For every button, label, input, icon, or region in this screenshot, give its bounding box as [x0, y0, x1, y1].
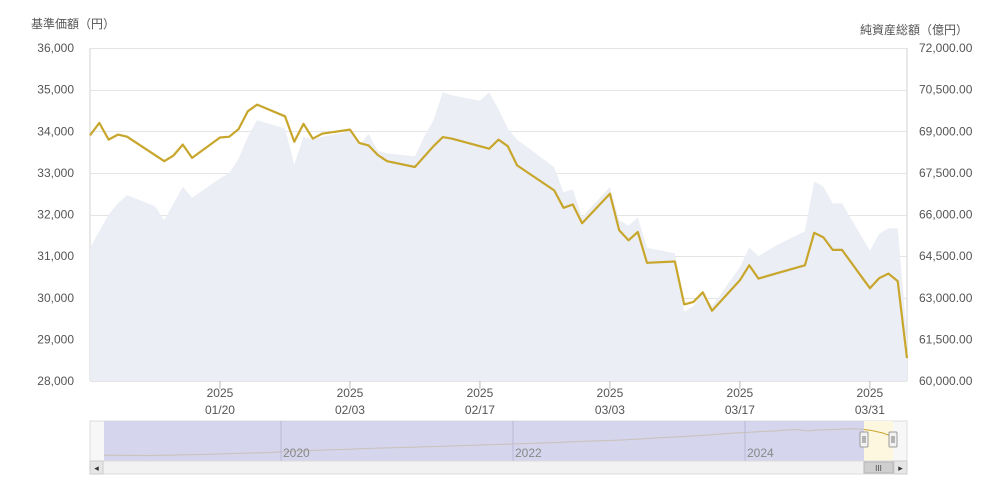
nav-price-series — [89, 103, 909, 359]
left-tick-label: 31,000 — [37, 249, 74, 263]
net-assets-area — [90, 92, 907, 382]
navigator-year-label: 2020 — [283, 446, 310, 460]
left-tick-label: 35,000 — [37, 83, 74, 97]
scrollbar-right-button[interactable] — [893, 460, 908, 475]
navigator-mask — [104, 421, 864, 461]
scrollbar-left-button[interactable] — [89, 460, 104, 475]
left-tick-label: 36,000 — [37, 41, 74, 55]
right-tick-label: 67,500.00 — [919, 166, 973, 180]
x-tick-year: 2025 — [337, 386, 364, 400]
x-tick-date: 02/17 — [465, 403, 495, 417]
scroll-left-arrow-icon: ◂ — [94, 463, 99, 473]
right-tick-label: 66,000.00 — [919, 208, 973, 222]
navigator-handle[interactable] — [888, 431, 898, 448]
scroll-right-arrow-icon: ▸ — [898, 463, 903, 473]
x-tick-date: 03/31 — [855, 403, 885, 417]
left-tick-label: 28,000 — [37, 374, 74, 388]
x-tick-year: 2025 — [727, 386, 754, 400]
x-tick-year: 2025 — [207, 386, 234, 400]
net-assets-area-shape — [90, 92, 907, 382]
scrollbar-track — [89, 460, 908, 475]
left-axis-ticks: 28,000 29,000 30,000 31,000 32,000 33,000 34,0… — [37, 41, 74, 388]
scrollbar-thumb[interactable] — [863, 461, 894, 474]
right-tick-label: 63,000.00 — [919, 291, 973, 305]
left-axis-title: 基準価額（円） — [31, 16, 115, 31]
left-tick-label: 30,000 — [37, 291, 74, 305]
x-tick-date: 01/20 — [205, 403, 235, 417]
right-tick-label: 60,000.00 — [919, 374, 973, 388]
x-axis-ticks: 2025 01/20 2025 02/03 2025 02/17 2025 03/03 2025… — [205, 381, 885, 417]
left-tick-label: 34,000 — [37, 124, 74, 138]
right-tick-label: 72,000.00 — [919, 41, 973, 55]
x-tick-date: 03/03 — [595, 403, 625, 417]
x-tick-year: 2025 — [467, 386, 494, 400]
right-tick-label: 70,500.00 — [919, 83, 973, 97]
navigator-handle[interactable] — [859, 431, 869, 448]
navigator-year-label: 2022 — [515, 446, 542, 460]
right-axis-ticks: 60,000.00 61,500.00 63,000.00 64,500.00 66,0… — [919, 41, 973, 388]
x-tick-date: 02/03 — [335, 403, 365, 417]
x-tick-year: 2025 — [597, 386, 624, 400]
right-axis-title: 純資産総額（億円） — [860, 22, 968, 37]
left-tick-label: 29,000 — [37, 332, 74, 346]
x-tick-year: 2025 — [857, 386, 884, 400]
left-tick-label: 32,000 — [37, 208, 74, 222]
right-tick-label: 64,500.00 — [919, 249, 973, 263]
nav-price-line — [89, 103, 909, 359]
scrollbar-grip-icon: III — [875, 464, 882, 473]
right-tick-label: 69,000.00 — [919, 124, 973, 138]
right-tick-label: 61,500.00 — [919, 332, 973, 346]
left-tick-label: 33,000 — [37, 166, 74, 180]
x-tick-date: 03/17 — [725, 403, 755, 417]
navigator[interactable]: 2020 2022 2024 ◂ III ▸ — [89, 420, 908, 475]
navigator-selected-range — [864, 421, 893, 461]
navigator-year-label: 2024 — [747, 446, 774, 460]
